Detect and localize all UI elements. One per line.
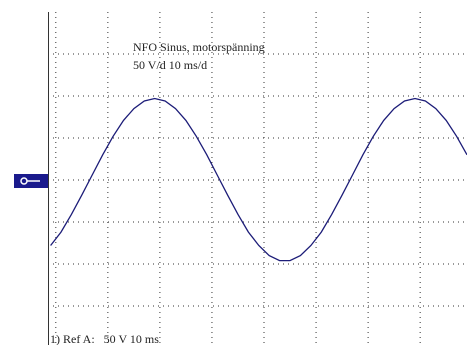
chart-title: NFO Sinus, motorspänning <box>133 40 265 54</box>
ground-marker <box>14 174 48 188</box>
grid <box>48 12 467 345</box>
chart-subtitle: 50 V/d 10 ms/d <box>133 58 207 72</box>
channel-info: 1) Ref A: 50 V 10 ms <box>50 332 159 345</box>
waveform <box>50 97 467 262</box>
plot <box>50 97 467 262</box>
